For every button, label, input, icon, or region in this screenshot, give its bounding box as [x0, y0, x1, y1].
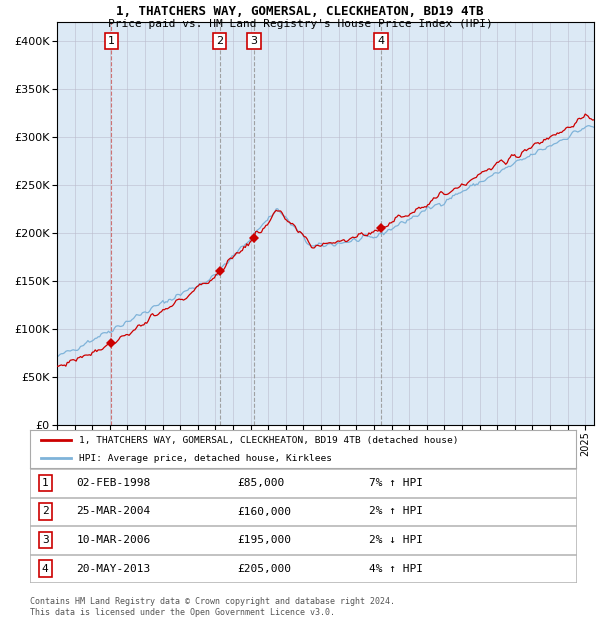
Text: £195,000: £195,000 [238, 535, 292, 545]
Text: 2% ↑ HPI: 2% ↑ HPI [368, 507, 422, 516]
Text: 2% ↓ HPI: 2% ↓ HPI [368, 535, 422, 545]
Text: £85,000: £85,000 [238, 478, 285, 488]
Text: Contains HM Land Registry data © Crown copyright and database right 2024.
This d: Contains HM Land Registry data © Crown c… [30, 598, 395, 617]
Text: 2: 2 [216, 36, 223, 46]
Text: 1: 1 [42, 478, 49, 488]
Text: 25-MAR-2004: 25-MAR-2004 [76, 507, 151, 516]
Text: 20-MAY-2013: 20-MAY-2013 [76, 564, 151, 574]
Text: 10-MAR-2006: 10-MAR-2006 [76, 535, 151, 545]
Text: 4% ↑ HPI: 4% ↑ HPI [368, 564, 422, 574]
Text: 7% ↑ HPI: 7% ↑ HPI [368, 478, 422, 488]
Text: £160,000: £160,000 [238, 507, 292, 516]
Text: Price paid vs. HM Land Registry's House Price Index (HPI): Price paid vs. HM Land Registry's House … [107, 19, 493, 29]
Text: HPI: Average price, detached house, Kirklees: HPI: Average price, detached house, Kirk… [79, 454, 332, 463]
Text: 3: 3 [42, 535, 49, 545]
Text: 1: 1 [108, 36, 115, 46]
Text: 4: 4 [42, 564, 49, 574]
Text: 3: 3 [251, 36, 257, 46]
Text: 1, THATCHERS WAY, GOMERSAL, CLECKHEATON, BD19 4TB: 1, THATCHERS WAY, GOMERSAL, CLECKHEATON,… [116, 5, 484, 18]
Text: 2: 2 [42, 507, 49, 516]
Text: 02-FEB-1998: 02-FEB-1998 [76, 478, 151, 488]
Text: 1, THATCHERS WAY, GOMERSAL, CLECKHEATON, BD19 4TB (detached house): 1, THATCHERS WAY, GOMERSAL, CLECKHEATON,… [79, 436, 458, 445]
Text: £205,000: £205,000 [238, 564, 292, 574]
Text: 4: 4 [377, 36, 384, 46]
